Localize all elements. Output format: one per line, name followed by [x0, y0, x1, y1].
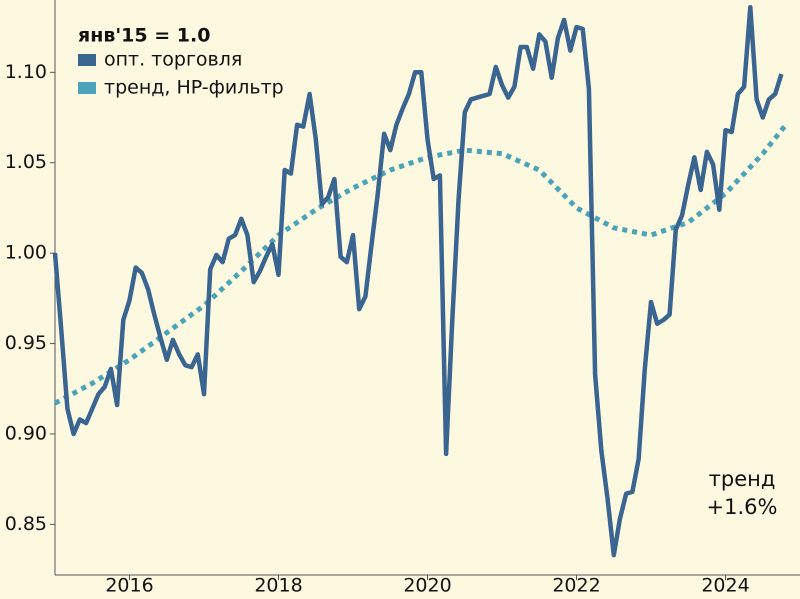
- legend-label: опт. торговля: [104, 49, 242, 71]
- legend-swatch: [78, 82, 96, 94]
- x-tick-label: 2022: [552, 575, 600, 597]
- y-tick-label: 0.90: [5, 422, 47, 444]
- legend-swatch: [78, 54, 96, 66]
- legend-title: янв'15 = 1.0: [78, 25, 210, 47]
- legend-label: тренд, HP-фильтр: [104, 77, 284, 99]
- y-tick-label: 1.10: [5, 61, 47, 83]
- x-tick-label: 2018: [254, 575, 302, 597]
- y-tick-label: 0.95: [5, 332, 47, 354]
- series-line: [52, 4, 784, 558]
- annotation: +1.6%: [707, 495, 778, 519]
- y-tick-label: 1.05: [5, 151, 47, 173]
- y-tick-label: 0.85: [5, 513, 47, 535]
- x-tick-label: 2016: [105, 575, 153, 597]
- x-tick-label: 2020: [403, 575, 451, 597]
- x-tick-label: 2024: [701, 575, 749, 597]
- annotation: тренд: [709, 467, 776, 491]
- y-tick-label: 1.00: [5, 242, 47, 264]
